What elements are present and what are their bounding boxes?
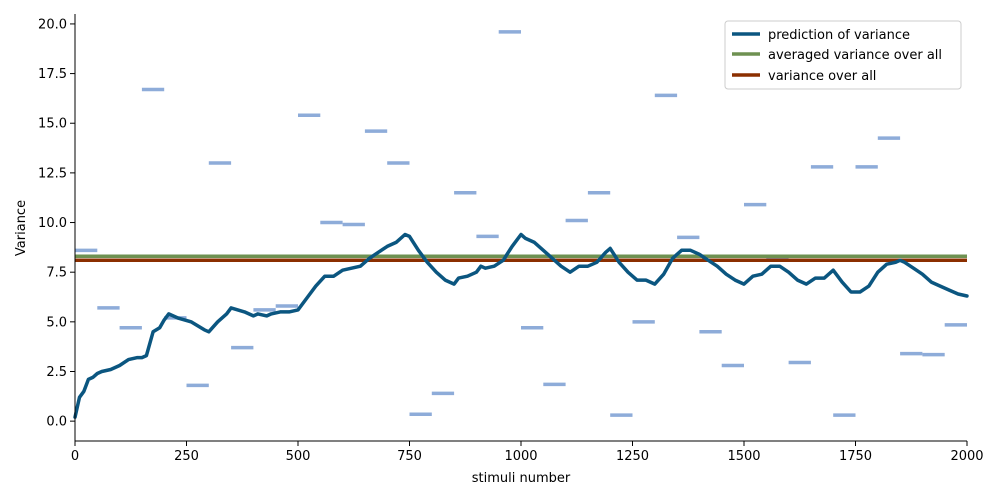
variance-blocks [75, 30, 967, 417]
legend-label-prediction: prediction of variance [768, 28, 910, 43]
y-tick-label: 20.0 [38, 17, 67, 32]
x-tick-label: 1500 [727, 449, 760, 464]
x-tick-label: 2000 [950, 449, 983, 464]
legend: prediction of variance averaged variance… [724, 20, 962, 90]
x-tick-label: 1250 [616, 449, 649, 464]
y-tick-label: 2.5 [46, 365, 67, 380]
y-ticks: 0.0 2.5 5.0 7.5 10.0 12.5 15.0 17.5 20.0 [38, 17, 75, 430]
y-tick-label: 17.5 [38, 67, 67, 82]
x-tick-label: 1750 [839, 449, 872, 464]
prediction-line [73, 232, 969, 419]
y-tick-label: 12.5 [38, 166, 67, 181]
axes: 0 250 500 750 1000 1250 1500 1750 2000 0.0 2.5 5.0… [38, 14, 984, 464]
x-tick-label: 1000 [504, 449, 537, 464]
y-tick-label: 15.0 [38, 117, 67, 132]
y-tick-label: 0.0 [46, 415, 67, 430]
y-tick-label: 10.0 [38, 216, 67, 231]
x-axis-title: stimuli number [472, 471, 571, 486]
y-tick-label: 7.5 [46, 266, 67, 281]
legend-label-averaged: averaged variance over all [768, 48, 942, 63]
x-tick-label: 250 [174, 449, 199, 464]
x-tick-label: 750 [397, 449, 422, 464]
legend-box [724, 20, 962, 90]
y-tick-label: 5.0 [46, 315, 67, 330]
reference-lines [75, 254, 967, 263]
y-axis-title: Variance [14, 200, 29, 256]
x-ticks: 0 250 500 750 1000 1250 1500 1750 2000 [71, 441, 984, 464]
x-tick-label: 500 [286, 449, 311, 464]
legend-label-overall: variance over all [768, 69, 876, 84]
x-tick-label: 0 [71, 449, 79, 464]
